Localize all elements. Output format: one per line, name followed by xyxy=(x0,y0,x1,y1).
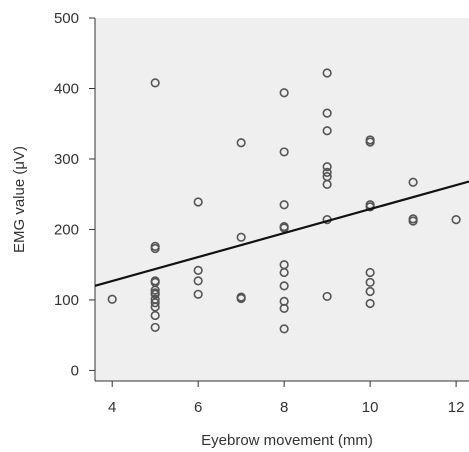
x-tick-label: 8 xyxy=(280,399,288,416)
data-point xyxy=(322,179,332,189)
y-tick-label: 500 xyxy=(54,10,79,27)
data-point xyxy=(193,197,203,207)
data-point xyxy=(279,324,289,334)
data-point xyxy=(365,137,375,147)
data-point xyxy=(279,147,289,157)
x-tick-label: 12 xyxy=(448,399,465,416)
data-point xyxy=(193,289,203,299)
tick-labels: 0 100 200 300 400 500 4 6 8 10 12 xyxy=(54,10,464,416)
data-point xyxy=(451,214,461,225)
data-point xyxy=(150,298,160,308)
data-point xyxy=(150,289,160,299)
data-point xyxy=(279,267,289,278)
data-point xyxy=(365,267,375,278)
trend-line xyxy=(94,180,469,287)
data-point xyxy=(322,162,332,172)
data-point xyxy=(150,243,160,254)
data-points xyxy=(107,68,461,334)
data-point xyxy=(279,303,289,314)
data-point xyxy=(236,293,246,304)
y-tick-label: 100 xyxy=(54,292,79,309)
data-point xyxy=(365,277,375,287)
data-point xyxy=(322,68,332,78)
data-point xyxy=(322,126,332,136)
data-point xyxy=(365,286,375,297)
axes xyxy=(89,17,469,387)
data-point xyxy=(150,322,160,333)
y-tick-label: 0 xyxy=(71,362,79,379)
x-tick-label: 4 xyxy=(108,399,116,416)
data-point xyxy=(408,216,418,226)
data-point xyxy=(150,78,160,88)
data-point xyxy=(150,310,160,321)
data-point xyxy=(279,223,289,233)
data-point xyxy=(107,294,117,304)
y-axis-title: EMG value (μV) xyxy=(11,146,28,253)
data-point xyxy=(279,281,289,291)
data-point xyxy=(193,276,203,286)
x-axis-title: Eyebrow movement (mm) xyxy=(201,432,373,449)
data-point xyxy=(322,291,332,302)
x-tick-label: 6 xyxy=(194,399,202,416)
data-point xyxy=(322,167,332,177)
data-point xyxy=(322,108,332,118)
data-point xyxy=(236,232,246,242)
data-point xyxy=(236,138,246,148)
data-point xyxy=(279,88,289,98)
data-point xyxy=(365,202,375,212)
data-point xyxy=(408,177,418,187)
data-point xyxy=(150,285,160,295)
data-point xyxy=(365,298,375,309)
data-point xyxy=(150,302,160,312)
y-tick-label: 300 xyxy=(54,151,79,168)
x-tick-label: 10 xyxy=(362,399,379,416)
y-tick-label: 400 xyxy=(54,80,79,97)
data-point xyxy=(193,265,203,275)
data-point xyxy=(279,200,289,210)
y-tick-label: 200 xyxy=(54,221,79,238)
